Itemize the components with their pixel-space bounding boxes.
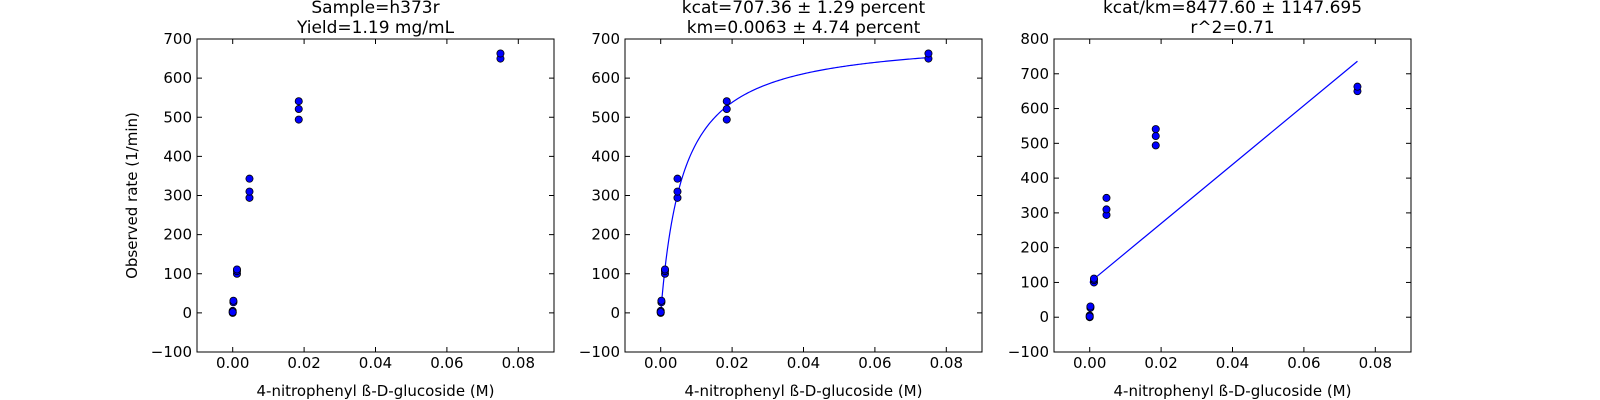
x-tick-label: 0.02 xyxy=(715,354,748,372)
chart-title-line-2: km=0.0063 ± 4.74 percent xyxy=(687,18,921,38)
y-tick-label: 200 xyxy=(163,226,192,244)
x-tick-label: 0.08 xyxy=(1359,354,1392,372)
x-tick-label: 0.00 xyxy=(644,354,677,372)
x-tick-label: 0.04 xyxy=(787,354,820,372)
x-tick-label: 0.00 xyxy=(1073,354,1106,372)
data-point-16 xyxy=(1353,82,1362,91)
y-tick-label: 400 xyxy=(1020,169,1049,187)
x-tick-label: 0.08 xyxy=(930,354,963,372)
y-tick-label: 700 xyxy=(163,30,192,48)
y-tick-label: 200 xyxy=(1020,239,1049,257)
data-point-16 xyxy=(924,49,933,58)
data-point-14 xyxy=(1151,125,1160,134)
x-tick-label: 0.06 xyxy=(430,354,463,372)
data-point-5 xyxy=(1086,302,1095,311)
y-tick-label: 100 xyxy=(163,265,192,283)
x-axis-label: 4-nitrophenyl ß-D-glucoside (M) xyxy=(257,382,495,400)
y-tick-label: −100 xyxy=(151,343,192,361)
y-tick-label: 300 xyxy=(1020,204,1049,222)
y-tick-label: 600 xyxy=(163,69,192,87)
y-tick-label: 500 xyxy=(1020,134,1049,152)
x-tick-label: 0.00 xyxy=(216,354,249,372)
x-tick-label: 0.06 xyxy=(1287,354,1320,372)
fit-line xyxy=(1089,60,1358,283)
y-tick-label: 100 xyxy=(591,265,620,283)
y-tick-label: 600 xyxy=(1020,100,1049,118)
chart-title-line-1: Sample=h373r xyxy=(311,0,439,18)
y-tick-label: 500 xyxy=(591,108,620,126)
data-point-3 xyxy=(656,308,665,317)
data-point-12 xyxy=(294,115,303,124)
data-point-13 xyxy=(1151,132,1160,141)
data-point-16 xyxy=(496,49,505,58)
x-axis-label: 4-nitrophenyl ß-D-glucoside (M) xyxy=(1114,382,1352,400)
data-point-8 xyxy=(1089,274,1098,283)
data-point-12 xyxy=(1151,141,1160,150)
data-point-14 xyxy=(294,97,303,106)
chart-panel-3: 0.00 0.02 0.04 0.06 0.08 −100 0 100 200 300 400 500… xyxy=(1008,0,1412,400)
chart-title-line-1: kcat/km=8477.60 ± 1147.695 xyxy=(1103,0,1362,18)
data-point-12 xyxy=(722,115,731,124)
y-tick-label: 700 xyxy=(1020,65,1049,83)
y-tick-label: 400 xyxy=(591,147,620,165)
y-tick-label: 500 xyxy=(163,108,192,126)
y-tick-label: 300 xyxy=(591,187,620,205)
data-point-13 xyxy=(294,105,303,114)
data-point-5 xyxy=(657,296,666,305)
y-axis-label: Observed rate (1/min) xyxy=(123,112,141,279)
data-point-8 xyxy=(232,265,241,274)
y-tick-label: 400 xyxy=(163,147,192,165)
x-tick-label: 0.08 xyxy=(502,354,535,372)
x-tick-label: 0.02 xyxy=(287,354,320,372)
y-tick-label: 0 xyxy=(182,304,192,322)
x-tick-label: 0.02 xyxy=(1144,354,1177,372)
data-point-14 xyxy=(722,97,731,106)
data-point-3 xyxy=(228,308,237,317)
y-tick-label: −100 xyxy=(1008,343,1049,361)
chart-panel-1: 0.00 0.02 0.04 0.06 0.08 −100 0 100 200 300 400 500… xyxy=(123,0,555,400)
chart-title-line-1: kcat=707.36 ± 1.29 percent xyxy=(682,0,926,18)
x-tick-label: 0.04 xyxy=(359,354,392,372)
y-tick-label: 800 xyxy=(1020,30,1049,48)
y-tick-label: 0 xyxy=(610,304,620,322)
x-tick-label: 0.04 xyxy=(1216,354,1249,372)
fit-line xyxy=(660,56,929,313)
data-point-5 xyxy=(229,296,238,305)
y-tick-label: 300 xyxy=(163,187,192,205)
y-tick-label: 100 xyxy=(1020,273,1049,291)
chart-title-line-2: r^2=0.71 xyxy=(1190,18,1274,38)
data-point-11 xyxy=(673,174,682,183)
y-tick-label: 600 xyxy=(591,69,620,87)
x-tick-label: 0.06 xyxy=(858,354,891,372)
data-point-11 xyxy=(1102,193,1111,202)
data-point-3 xyxy=(1085,312,1094,321)
chart-title-line-2: Yield=1.19 mg/mL xyxy=(296,18,455,38)
data-point-11 xyxy=(245,174,254,183)
x-axis-label: 4-nitrophenyl ß-D-glucoside (M) xyxy=(685,382,923,400)
data-point-10 xyxy=(245,187,254,196)
data-point-10 xyxy=(1102,205,1111,214)
data-point-8 xyxy=(660,265,669,274)
data-point-13 xyxy=(722,105,731,114)
chart-panel-2: 0.00 0.02 0.04 0.06 0.08 −100 0 100 200 300 400 500… xyxy=(579,0,983,400)
y-tick-label: 0 xyxy=(1039,308,1049,326)
y-tick-label: 700 xyxy=(591,30,620,48)
data-point-10 xyxy=(673,187,682,196)
y-tick-label: 200 xyxy=(591,226,620,244)
y-tick-label: −100 xyxy=(579,343,620,361)
